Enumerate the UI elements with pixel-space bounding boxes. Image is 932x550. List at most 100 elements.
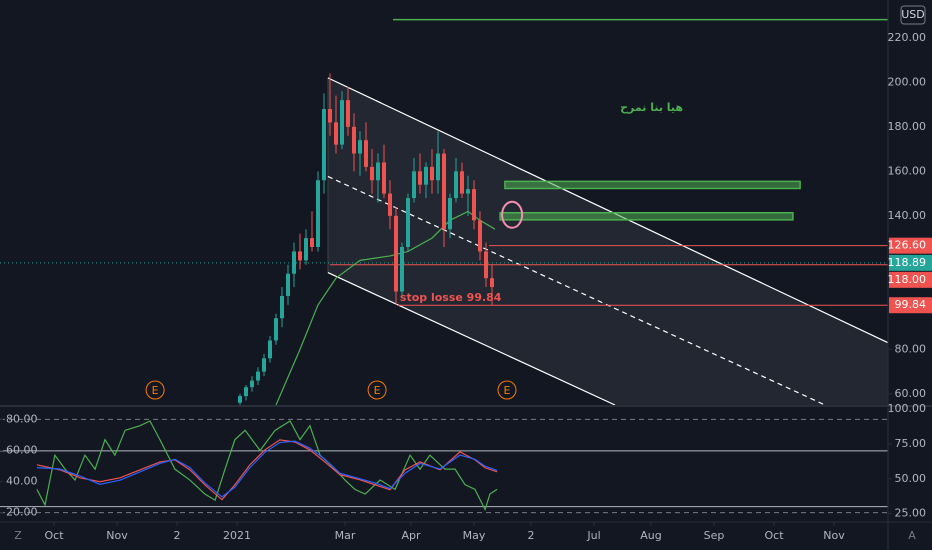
- candle-body: [490, 278, 494, 288]
- candle-body: [298, 251, 302, 261]
- x-tick-label: Oct: [764, 529, 784, 542]
- candle-body: [250, 380, 254, 388]
- currency-box[interactable]: [900, 5, 926, 25]
- price-level-box: [889, 297, 932, 314]
- channel-lower: [327, 272, 616, 405]
- price-level-box: [889, 271, 932, 288]
- y-tick-label: 140.00: [888, 209, 927, 222]
- y-tick-label: 80.00: [895, 342, 927, 355]
- indicator-line: [36, 440, 498, 498]
- indicator-pane: [0, 418, 888, 514]
- x-tick-label: Oct: [44, 529, 64, 542]
- candle-body: [328, 109, 332, 123]
- candle-body: [382, 162, 386, 194]
- currency: USD: [901, 8, 925, 21]
- price-level-box: [889, 237, 932, 254]
- y-tick-label: 60.00: [895, 387, 927, 400]
- candle-body: [478, 220, 482, 252]
- candle-body: [316, 180, 320, 248]
- candle-body: [280, 295, 284, 319]
- x-tick-label: Nov: [823, 529, 845, 542]
- candle-body: [466, 189, 470, 194]
- price-level-box: [889, 254, 932, 271]
- indicator-y2-tick-label: 100.00: [888, 402, 927, 415]
- candle-body: [430, 166, 434, 181]
- annotation: هيا بنا نمرح: [620, 101, 683, 114]
- x-tick-label: 2: [174, 529, 181, 542]
- y-tick-label: 220.00: [888, 31, 927, 44]
- x-tick-label: 2: [528, 529, 535, 542]
- price-level-label: 118.89: [888, 256, 927, 269]
- moving-average: [275, 210, 496, 405]
- candle-body: [364, 140, 368, 167]
- x-tick-label: Aug: [640, 529, 661, 542]
- candle-body: [340, 100, 344, 145]
- candle-body: [370, 166, 374, 181]
- candle-body: [322, 109, 326, 181]
- candle-body: [262, 358, 266, 372]
- indicator-y2-tick-label: 25.00: [895, 507, 927, 520]
- x-tick-label: 2021: [223, 529, 251, 542]
- indicator-y-tick-label: 40.00: [6, 475, 38, 488]
- indicator-line: [36, 420, 498, 512]
- annotation: stop losse 99.84: [400, 291, 502, 304]
- candle-body: [376, 162, 380, 181]
- candle-body: [238, 396, 242, 403]
- y-tick-label: 180.00: [888, 120, 927, 133]
- candle-body: [454, 171, 458, 199]
- candle-body: [448, 198, 452, 230]
- circle-annotation: [501, 200, 524, 229]
- earnings-marker: [497, 380, 517, 400]
- candle-body: [286, 273, 290, 296]
- x-tick-label: Mar: [335, 529, 356, 542]
- candle-body: [310, 238, 314, 248]
- corner-left[interactable]: Z: [14, 529, 22, 542]
- candle-body: [256, 371, 260, 381]
- candle-body: [394, 215, 398, 292]
- candle-body: [358, 140, 362, 154]
- candle-body: [400, 247, 404, 292]
- x-tick-label: May: [463, 529, 486, 542]
- candle-body: [460, 171, 464, 194]
- candle-body: [274, 318, 278, 341]
- candle-body: [412, 171, 416, 199]
- x-tick-label: Nov: [106, 529, 128, 542]
- candle-body: [436, 153, 440, 181]
- candle-body: [334, 122, 338, 145]
- indicator-y2-tick-label: 75.00: [895, 437, 927, 450]
- zone: [504, 180, 801, 190]
- channel-upper: [327, 77, 888, 344]
- indicator-line: [36, 439, 498, 501]
- earnings-label: E: [374, 384, 381, 397]
- indicator-y-tick-label: 80.00: [6, 412, 38, 425]
- candle-body: [268, 340, 272, 359]
- candle-body: [442, 153, 446, 230]
- indicator-y-tick-label: 60.00: [6, 444, 38, 457]
- candle-body: [244, 387, 248, 397]
- price-level-label: 126.60: [888, 239, 927, 252]
- candle-body: [472, 189, 476, 221]
- y-tick-label: 160.00: [888, 164, 927, 177]
- candle-body: [346, 100, 350, 127]
- indicator-y2-tick-label: 50.00: [895, 472, 927, 485]
- candle-body: [424, 166, 428, 185]
- candle-body: [304, 238, 308, 261]
- candle-body: [406, 198, 410, 248]
- y-tick-label: 200.00: [888, 75, 927, 88]
- corner-right[interactable]: A: [908, 529, 916, 542]
- x-tick-label: Sep: [704, 529, 725, 542]
- channel-middle: [327, 175, 826, 405]
- indicator-y-tick-label: 20.00: [6, 506, 38, 519]
- earnings-label: E: [504, 384, 511, 397]
- candle-body: [418, 171, 422, 185]
- price-level-label: 118.00: [888, 273, 927, 286]
- price-pane: stop losse 99.84 هيا بنا نمرح E E E: [0, 18, 888, 405]
- earnings-label: E: [152, 384, 159, 397]
- x-tick-label: Jul: [586, 529, 600, 542]
- x-tick-label: Apr: [401, 529, 421, 542]
- earnings-marker: [367, 380, 387, 400]
